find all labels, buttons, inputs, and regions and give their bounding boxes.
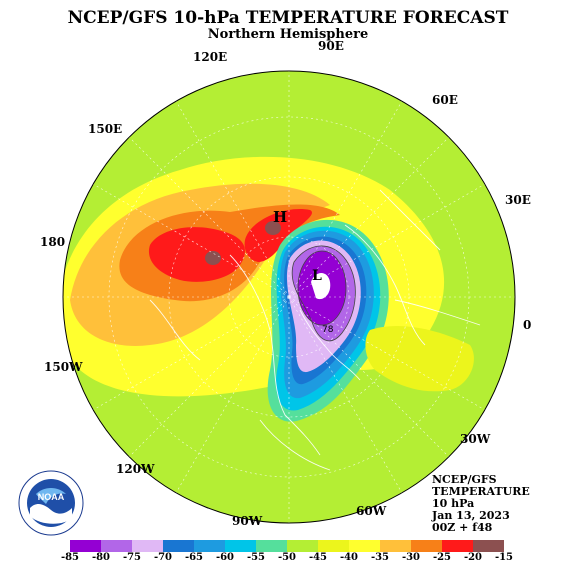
lon-label-150e: 150E [88, 122, 123, 136]
color-scale-tick-label: -50 [277, 552, 297, 563]
color-scale-segment [101, 540, 132, 552]
contours [291, 245, 356, 342]
color-scale-tick-label: -55 [246, 552, 266, 563]
lon-label-120w: 120W [116, 462, 155, 476]
color-scale-segment [349, 540, 380, 552]
band-minus-40-atlantic [365, 325, 474, 392]
vortex-core [311, 273, 331, 300]
color-scale-segment [70, 540, 101, 552]
low-marker: L [312, 268, 322, 284]
logo-text: NOAA [38, 492, 65, 502]
info-model: NCEP/GFS [432, 473, 497, 486]
color-scale-segment [256, 540, 287, 552]
info-variable: TEMPERATURE [432, 485, 530, 498]
warm-core-2 [265, 221, 281, 235]
band-minus-25 [148, 227, 245, 282]
color-scale-segment [473, 540, 504, 552]
color-scale-segment [225, 540, 256, 552]
graticule [63, 71, 515, 523]
lon-label-90e: 90E [318, 39, 344, 53]
lon-label-120e: 120E [193, 50, 228, 64]
color-scale-segment [318, 540, 349, 552]
color-scale-tick-label: -20 [463, 552, 483, 563]
info-forecast-hour: 00Z + f48 [432, 521, 493, 534]
color-scale-tick-label: -40 [339, 552, 359, 563]
info-date: Jan 13, 2023 [432, 509, 510, 522]
map-boundary [62, 70, 516, 524]
color-scale-segment [380, 540, 411, 552]
color-scale-segment [411, 540, 442, 552]
color-scale-tick-label: -45 [308, 552, 328, 563]
warm-core-1 [205, 251, 221, 265]
info-level: 10 hPa [432, 497, 475, 510]
coastlines [149, 189, 481, 471]
color-scale-segment [163, 540, 194, 552]
color-scale-tick-label: -65 [184, 552, 204, 563]
lon-label-150w: 150W [44, 360, 83, 374]
contour-label: 78 [322, 325, 334, 335]
color-scale-tick-label: -60 [215, 552, 235, 563]
noaa-logo: NOAA [18, 470, 84, 536]
color-scale-bar [70, 540, 504, 552]
color-scale-tick-label: -15 [494, 552, 514, 563]
color-scale-segment [442, 540, 473, 552]
lon-label-30e: 30E [505, 193, 531, 207]
chart-title: NCEP/GFS 10-hPa TEMPERATURE FORECAST [67, 8, 509, 28]
color-scale-tick-label: -80 [91, 552, 111, 563]
color-scale-labels: -85 -80 -75 -70 -65 -60 -55 -50 -45 -40 -35 -30 -25-… [0, 552, 576, 566]
lon-label-90w: 90W [232, 514, 263, 528]
lon-label-180: 180 [40, 235, 66, 249]
lon-label-0: 0 [523, 318, 532, 332]
high-marker: H [273, 208, 287, 226]
color-scale-tick-label: -25 [432, 552, 452, 563]
color-scale-tick-label: -35 [370, 552, 390, 563]
color-scale-tick-label: -75 [122, 552, 142, 563]
color-scale-segment [132, 540, 163, 552]
lon-label-60e: 60E [432, 93, 458, 107]
forecast-info: NCEP/GFS TEMPERATURE 10 hPa Jan 13, 2023… [432, 474, 530, 534]
color-scale-segment [194, 540, 225, 552]
lon-label-30w: 30W [460, 432, 491, 446]
color-scale-tick-label: -70 [153, 552, 173, 563]
color-scale-segment [287, 540, 318, 552]
color-scale-tick-label: -30 [401, 552, 421, 563]
lon-label-60w: 60W [356, 504, 387, 518]
temperature-field [63, 71, 515, 523]
color-scale-tick-label: -85 [60, 552, 80, 563]
chart-subtitle: Northern Hemisphere [207, 27, 369, 42]
